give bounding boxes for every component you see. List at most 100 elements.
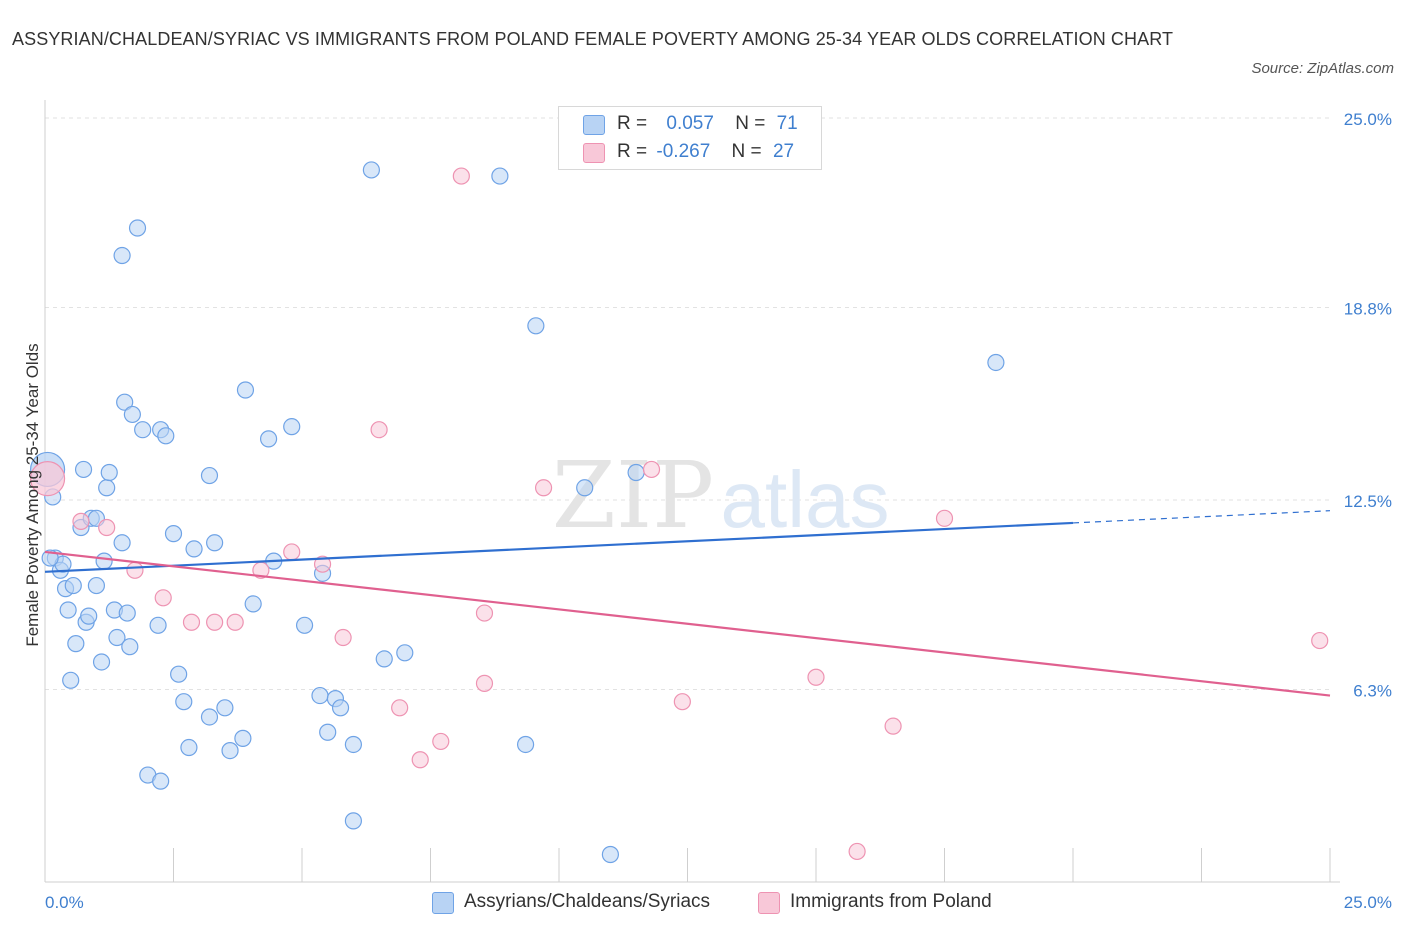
point-poland	[29, 461, 66, 497]
point-poland	[673, 693, 691, 711]
point-assyrian	[200, 708, 219, 726]
point-assyrian	[98, 479, 116, 497]
gridlines	[45, 117, 1330, 690]
legend-swatch-blue	[583, 115, 605, 135]
point-assyrian	[74, 460, 93, 479]
point-poland	[411, 751, 429, 769]
point-assyrian	[516, 735, 535, 754]
point-poland	[1311, 631, 1329, 650]
point-assyrian	[216, 699, 234, 717]
point-assyrian	[185, 540, 203, 558]
point-assyrian	[362, 161, 380, 179]
point-poland	[432, 732, 450, 751]
point-poland	[534, 479, 553, 497]
point-assyrian	[319, 723, 337, 741]
trend-line-extension	[1072, 510, 1331, 524]
watermark: ZIP atlas	[552, 442, 890, 549]
point-assyrian	[576, 479, 594, 497]
point-assyrian	[331, 699, 350, 717]
legend-r-value: 0.057	[666, 113, 714, 134]
point-assyrian	[80, 607, 98, 625]
point-poland	[848, 842, 866, 861]
point-assyrian	[67, 635, 85, 653]
point-assyrian	[149, 616, 167, 634]
point-poland	[72, 512, 90, 530]
point-assyrian	[62, 671, 80, 689]
point-assyrian	[295, 616, 314, 634]
point-poland	[126, 561, 144, 579]
bottom-legend-swatch-blue	[432, 892, 454, 914]
point-poland	[182, 613, 201, 631]
x-tick-label: 0.0%	[45, 893, 84, 912]
y-tick-label: 18.8%	[1344, 299, 1392, 318]
point-assyrian	[206, 534, 224, 552]
point-assyrian	[244, 595, 262, 613]
point-assyrian	[95, 552, 113, 570]
legend-swatch-pink	[583, 143, 605, 163]
point-assyrian	[113, 246, 131, 265]
bottom-legend-label: Assyrians/Chaldeans/Syriacs	[464, 891, 711, 912]
legend-r-value: -0.267	[656, 141, 711, 162]
point-assyrian	[134, 421, 152, 439]
point-assyrian	[59, 601, 77, 619]
point-assyrian	[236, 381, 255, 399]
point-assyrian	[344, 812, 362, 830]
point-poland	[475, 604, 494, 622]
point-assyrian	[113, 534, 131, 552]
point-poland	[642, 460, 661, 479]
point-assyrian	[311, 686, 329, 705]
data-points	[29, 161, 1329, 864]
y-tick-label: 6.3%	[1353, 681, 1392, 700]
bottom-legend-label: Immigrants from Poland	[790, 891, 992, 912]
legend-r-label: R =	[617, 113, 648, 134]
chart-title: ASSYRIAN/CHALDEAN/SYRIAC VS IMMIGRANTS F…	[12, 29, 1174, 49]
y-tick-label: 25.0%	[1344, 110, 1392, 129]
point-assyrian	[259, 430, 278, 448]
point-poland	[226, 613, 244, 631]
point-poland	[154, 589, 172, 607]
point-assyrian	[601, 845, 620, 864]
point-assyrian	[87, 576, 106, 595]
point-assyrian	[175, 693, 193, 711]
point-assyrian	[157, 427, 175, 445]
point-assyrian	[118, 604, 136, 622]
legend-n-label: N =	[731, 141, 762, 162]
point-assyrian	[64, 576, 82, 595]
x-tick-label: 25.0%	[1344, 893, 1392, 912]
chart-source: Source: ZipAtlas.com	[1251, 60, 1394, 77]
point-assyrian	[221, 741, 239, 760]
trend-line-assyrian	[44, 521, 1074, 573]
point-poland	[935, 509, 954, 527]
point-assyrian	[121, 638, 139, 656]
point-assyrian	[200, 466, 219, 485]
watermark-atlas: atlas	[721, 455, 890, 544]
point-assyrian	[128, 219, 147, 237]
point-poland	[370, 421, 388, 439]
point-assyrian	[180, 738, 198, 757]
point-assyrian	[164, 525, 183, 543]
axis-labels: 6.3% 12.5% 18.8% 25.0% 0.0% 25.0% Female Pover…	[23, 110, 1392, 912]
point-assyrian	[627, 463, 645, 482]
point-assyrian	[283, 418, 301, 436]
point-poland	[283, 543, 301, 561]
legend-n-value: 27	[772, 141, 795, 162]
legend-n-label: N =	[735, 113, 766, 134]
point-assyrian	[344, 735, 362, 754]
point-poland	[334, 628, 352, 647]
trend-lines	[44, 510, 1331, 697]
point-poland	[884, 717, 902, 735]
point-poland	[391, 699, 409, 717]
point-poland	[98, 518, 116, 537]
y-axis-title: Female Poverty Among 25-34 Year Olds	[23, 343, 42, 646]
trend-line-poland	[44, 550, 1331, 697]
stats-legend: R = 0.057 N = 71 R = -0.267 N = 27	[558, 106, 822, 170]
point-assyrian	[527, 317, 545, 335]
legend-n-value: 71	[776, 113, 798, 134]
point-assyrian	[100, 463, 118, 482]
point-poland	[475, 674, 494, 692]
point-assyrian	[375, 650, 393, 668]
point-assyrian	[987, 353, 1005, 372]
point-assyrian	[116, 393, 134, 411]
watermark-zip: ZIP	[552, 442, 714, 549]
